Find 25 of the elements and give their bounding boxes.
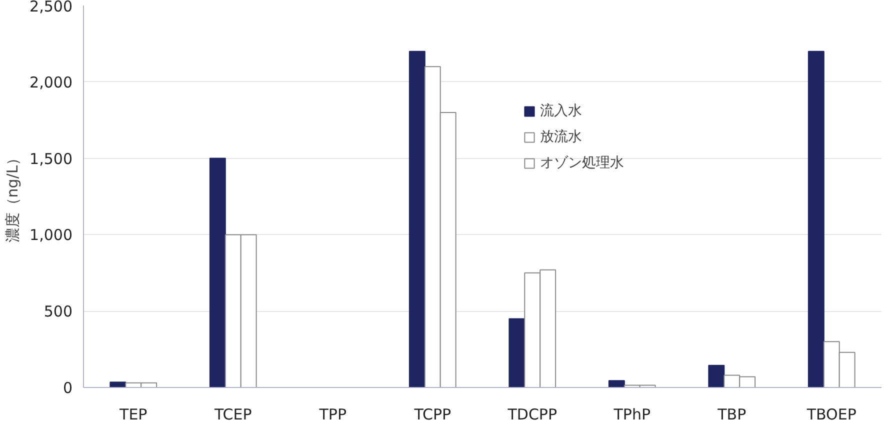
- y-axis-title: 濃度（ng/L）: [4, 150, 22, 243]
- y-tick-label: 2,000: [30, 73, 73, 92]
- legend-label: オゾン処理水: [540, 154, 624, 172]
- y-tick-label: 1,500: [30, 150, 73, 168]
- bar: [408, 50, 426, 388]
- x-tick-label: TPP: [318, 406, 347, 424]
- y-tick-label: 0: [62, 379, 73, 397]
- bar: [508, 318, 526, 388]
- y-tick-label: 500: [44, 302, 73, 321]
- x-tick-label: TCPP: [413, 406, 452, 424]
- x-tick-label: TBOEP: [806, 406, 856, 424]
- x-tick-label: TDCPP: [506, 406, 558, 424]
- bar: [209, 158, 226, 388]
- y-tick-label: 2,500: [30, 0, 73, 16]
- bar: [110, 382, 126, 388]
- bar: [808, 50, 824, 388]
- x-tick-label: TBP: [716, 406, 746, 424]
- x-tick-label: TPhP: [612, 406, 651, 424]
- x-tick-label: TEP: [118, 406, 148, 424]
- y-tick-label: 1,000: [30, 226, 73, 244]
- bar: [708, 364, 725, 388]
- legend-label: 流入水: [540, 102, 582, 120]
- legend-label: 放流水: [540, 128, 582, 146]
- x-tick-label: TCEP: [213, 406, 252, 424]
- bar: [608, 380, 625, 388]
